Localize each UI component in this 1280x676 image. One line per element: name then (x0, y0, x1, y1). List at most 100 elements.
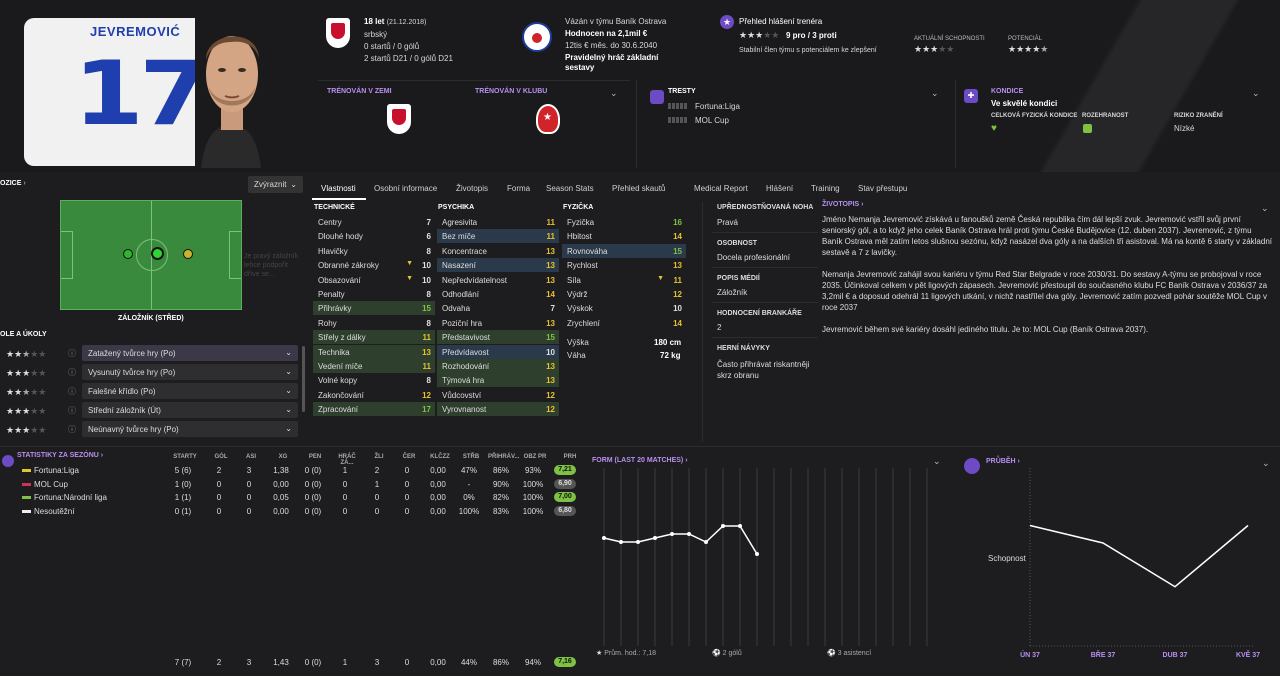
tab-training[interactable]: Training (811, 184, 840, 193)
attribute-row[interactable]: Střely z dálky 11 (313, 330, 435, 345)
competition-name[interactable]: Fortuna:Národní liga (34, 493, 107, 503)
assist-icon: ⚽ (827, 650, 836, 657)
attribute-row[interactable]: Výdrž 12 (562, 287, 686, 301)
role-item[interactable]: ★★★★★ ⓘ Střední záložník (Út) ⌄ (0, 402, 300, 419)
role-item[interactable]: ★★★★★ ⓘ Falešné křídlo (Po) ⌄ (0, 383, 300, 400)
attribute-row[interactable]: Zpracování 17 (313, 402, 435, 417)
roles-scrollbar[interactable] (302, 346, 305, 412)
attribute-row[interactable]: Týmová hra 13 (437, 373, 559, 388)
tab-attributes[interactable]: Vlastnosti (321, 184, 356, 193)
attribute-row[interactable]: Rovnováha 15 (562, 243, 686, 258)
attribute-row[interactable]: Vedení míče 11 (313, 359, 435, 373)
attribute-row[interactable]: Obranné zákroky 10 ▼ (313, 258, 435, 272)
form-point[interactable] (602, 536, 606, 540)
tab-personal[interactable]: Osobní informace (374, 184, 438, 193)
attribute-row[interactable]: Hlavičky 8 (313, 244, 435, 258)
chevron-down-icon[interactable]: ⌄ (610, 88, 618, 98)
attribute-row[interactable]: Obsazování 10 ▼ (313, 273, 435, 287)
attribute-row[interactable]: Předvídavost 10 (437, 344, 559, 359)
attribute-name: Střely z dálky (318, 333, 366, 343)
stats-column-header[interactable]: KLČZZ (430, 454, 450, 460)
form-point[interactable] (704, 540, 708, 544)
attribute-row[interactable]: Rozhodování 13 (437, 359, 559, 373)
stats-column-header[interactable]: ASI (245, 454, 256, 460)
attribute-row[interactable]: Síla 11 ▼ (562, 273, 686, 287)
condition-label[interactable]: KONDICE (991, 88, 1024, 95)
biography-label[interactable]: ŽIVOTOPIS › (822, 201, 864, 208)
attribute-row[interactable]: Fyzička 16 (562, 215, 686, 229)
attribute-row[interactable]: Odhodlání 14 (437, 287, 559, 301)
attribute-row[interactable]: Zrychlení 14 (562, 316, 686, 330)
tab-reports[interactable]: Hlášení (766, 184, 794, 193)
attribute-row[interactable]: Rychlost 13 (562, 258, 686, 272)
attribute-row[interactable]: Představivost 15 (437, 330, 559, 345)
tab-history[interactable]: Životopis (456, 184, 489, 193)
tab-season-stats[interactable]: Season Stats (546, 184, 594, 193)
attribute-row[interactable]: Hbitost 14 (562, 229, 686, 243)
stats-column-header[interactable]: ČER (402, 454, 416, 460)
position-label[interactable]: OZICE (0, 180, 22, 187)
attribute-row[interactable]: Koncentrace 13 (437, 244, 559, 258)
attribute-row[interactable]: Vyrovnanost 12 (437, 402, 559, 417)
attribute-row[interactable]: Technika 13 (313, 344, 435, 359)
player-value: Hodnocen na 2,1mil € (565, 29, 648, 38)
form-point[interactable] (687, 532, 691, 536)
attribute-row[interactable]: Vůdcovství 12 (437, 388, 559, 402)
coach-report-title[interactable]: Přehled hlášení trenéra (739, 17, 823, 26)
form-point[interactable] (653, 536, 657, 540)
stats-column-header[interactable]: ŽLI (374, 454, 384, 460)
chevron-down-icon[interactable]: ⌄ (933, 456, 941, 466)
form-point[interactable] (670, 532, 674, 536)
attribute-row[interactable]: Výskok 10 (562, 301, 686, 315)
attribute-row[interactable]: Zakončování 12 (313, 388, 435, 402)
stats-column-header[interactable]: STŘB (462, 454, 480, 460)
tab-transfer-status[interactable]: Stav přestupu (858, 184, 908, 193)
attribute-row[interactable]: Přihrávky 15 (313, 301, 435, 316)
role-item[interactable]: ★★★★★ ⓘ Neúnavný tvůrce hry (Po) ⌄ (0, 421, 300, 438)
stats-column-header[interactable]: STARTY (173, 454, 197, 460)
form-point[interactable] (636, 540, 640, 544)
progress-label[interactable]: PRŮBĚH › (986, 458, 1020, 465)
form-label[interactable]: FORM (LAST 20 MATCHES) › (592, 457, 688, 464)
form-point[interactable] (721, 524, 725, 528)
attribute-row[interactable]: Centry 7 (313, 215, 435, 229)
role-item[interactable]: ★★★★★ ⓘ Zatažený tvůrce hry (Po) ⌄ (0, 345, 300, 362)
tab-scout-report[interactable]: Přehled skautů (612, 184, 666, 193)
competition-name[interactable]: Fortuna:Liga (34, 466, 79, 475)
competition-name[interactable]: Nesoutěžní (34, 507, 75, 517)
attribute-row[interactable]: Nasazení 13 (437, 258, 559, 273)
form-point[interactable] (755, 552, 759, 556)
stats-cell: 0 (404, 493, 410, 503)
stats-column-header[interactable]: OBZ PR (523, 454, 547, 460)
attribute-row[interactable]: Agresivita 11 (437, 215, 559, 229)
chevron-down-icon[interactable]: ⌄ (1252, 88, 1260, 98)
attribute-row[interactable]: Odvaha 7 (437, 301, 559, 315)
season-stats-panel: STATISTIKY ZA SEZÓNU › STARTY GÓL ASI XG PEN… (0, 448, 580, 676)
attribute-row[interactable]: Volné kopy 8 (313, 373, 435, 387)
form-point[interactable] (738, 524, 742, 528)
attribute-row[interactable]: Dlouhé hody 6 (313, 229, 435, 243)
attribute-row[interactable]: Bez míče 11 (437, 229, 559, 244)
form-point[interactable] (619, 540, 623, 544)
highlight-dropdown[interactable]: Zvýraznit ⌄ (248, 176, 303, 193)
competition-name[interactable]: MOL Cup (34, 479, 68, 489)
chevron-down-icon[interactable]: ⌄ (1262, 458, 1270, 468)
chevron-down-icon[interactable]: ⌄ (931, 88, 939, 98)
chevron-down-icon[interactable]: ⌄ (1261, 203, 1269, 213)
stats-column-header[interactable]: PEN (308, 454, 322, 460)
stats-column-header[interactable]: GÓL (214, 454, 228, 460)
shirt-number: 17 (73, 42, 209, 145)
attribute-row[interactable]: Poziční hra 13 (437, 316, 559, 330)
tab-medical[interactable]: Medical Report (694, 184, 748, 193)
stats-column-header[interactable]: PRH (563, 454, 577, 460)
role-item[interactable]: ★★★★★ ⓘ Vysunutý tvůrce hry (Po) ⌄ (0, 364, 300, 381)
tab-form[interactable]: Forma (507, 184, 531, 193)
season-stats-label[interactable]: STATISTIKY ZA SEZÓNU › (17, 452, 104, 459)
stats-column-header[interactable]: PŘIHRÁV... (488, 454, 520, 460)
attribute-row[interactable]: Penalty 8 (313, 287, 435, 301)
stats-column-header[interactable]: HRÁČ ZÁ... (338, 454, 356, 466)
stats-cell: - (467, 479, 471, 489)
stats-column-header[interactable]: XG (278, 454, 288, 460)
attribute-row[interactable]: Rohy 8 (313, 316, 435, 330)
attribute-row[interactable]: Nepředvídatelnost 13 (437, 273, 559, 287)
